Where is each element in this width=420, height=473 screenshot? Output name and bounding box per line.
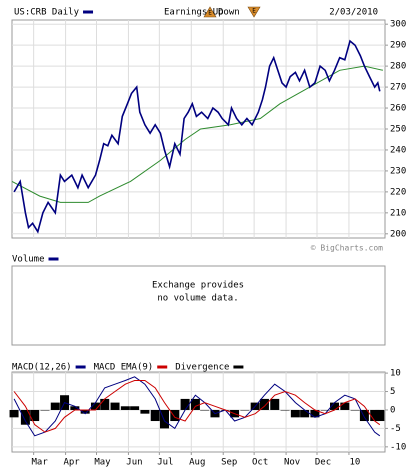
x-tick-label: May xyxy=(94,458,111,468)
divergence-bar xyxy=(110,402,120,410)
divergence-bar xyxy=(350,409,360,411)
divergence-bar xyxy=(259,398,269,410)
series-line xyxy=(13,376,381,437)
divergence-bar xyxy=(280,409,290,411)
divergence-bar xyxy=(9,409,19,418)
legend-label: Volume xyxy=(12,255,45,265)
divergence-bar xyxy=(270,398,280,410)
annotation: Earnings Up xyxy=(164,8,224,18)
credit: © BigCharts.com xyxy=(311,244,383,253)
divergence-bar xyxy=(80,409,90,414)
divergence-bar xyxy=(180,398,190,410)
series-line xyxy=(13,380,381,433)
y-tick-label: 230 xyxy=(390,166,406,176)
y-tick-label: 10 xyxy=(390,369,401,379)
y-tick-label: 300 xyxy=(390,20,406,30)
divergence-bar xyxy=(200,409,210,411)
volume-panel xyxy=(11,265,386,346)
x-tick-label: Oct xyxy=(252,458,268,468)
divergence-bar xyxy=(159,409,169,429)
x-tick-label: Mar xyxy=(32,458,49,468)
svg-text:E: E xyxy=(208,10,212,17)
y-tick-label: 5 xyxy=(390,387,395,397)
y-tick-label: 280 xyxy=(390,62,406,72)
divergence-bar xyxy=(40,409,50,411)
message: Exchange provides xyxy=(152,281,244,291)
divergence-bar xyxy=(375,409,385,422)
x-tick-label: Jul xyxy=(157,458,173,468)
legend-label: Divergence xyxy=(175,363,229,373)
y-tick-label: 210 xyxy=(390,208,406,218)
y-tick-label: 270 xyxy=(390,83,406,93)
message: no volume data. xyxy=(157,294,238,304)
x-tick-label: Sep xyxy=(221,458,237,468)
x-tick-label: Dec xyxy=(315,458,331,468)
divergence-bar xyxy=(290,409,300,418)
divergence-bar xyxy=(140,409,150,414)
earnings-up-icon: E xyxy=(203,6,217,18)
divergence-bar xyxy=(370,409,380,422)
x-tick-label: Nov xyxy=(284,458,300,468)
divergence-bar xyxy=(190,398,200,410)
y-tick-label: -5 xyxy=(390,424,401,434)
divergence-bar xyxy=(330,402,340,410)
divergence-bar xyxy=(240,409,250,411)
x-tick-label: 10 xyxy=(350,458,361,468)
x-tick-label: Apr xyxy=(63,458,80,468)
divergence-bar xyxy=(130,406,140,410)
y-tick-label: 290 xyxy=(390,41,406,51)
date-label: 2/03/2010 xyxy=(329,8,378,18)
y-tick-label: 250 xyxy=(390,125,406,135)
divergence-bar xyxy=(359,409,369,422)
y-tick-label: 200 xyxy=(390,229,406,239)
divergence-bar xyxy=(320,409,330,411)
divergence-bar xyxy=(90,402,100,410)
legend-label: MACD(12,26) xyxy=(12,363,72,373)
y-tick-label: -10 xyxy=(390,442,406,452)
divergence-bar xyxy=(150,409,160,422)
x-tick-label: Aug xyxy=(189,458,205,468)
x-tick-label: Jun xyxy=(126,458,142,468)
series-line xyxy=(13,39,381,234)
annotation: Down xyxy=(218,8,240,18)
legend-label: US:CRB Daily xyxy=(14,8,80,18)
divergence-bar xyxy=(20,409,30,425)
svg-text:E: E xyxy=(252,8,256,15)
y-tick-label: 0 xyxy=(390,405,395,415)
series-line xyxy=(11,65,384,203)
legend-label: MACD EMA(9) xyxy=(94,363,154,373)
y-tick-label: 260 xyxy=(390,104,406,114)
y-tick-label: 240 xyxy=(390,145,406,155)
divergence-bar xyxy=(170,409,180,422)
divergence-bar xyxy=(30,409,40,422)
divergence-bar xyxy=(310,409,320,418)
earnings-down-icon: E xyxy=(247,6,261,18)
divergence-bar xyxy=(100,398,110,410)
divergence-bar xyxy=(120,406,130,410)
divergence-bar xyxy=(50,402,60,410)
divergence-bar xyxy=(340,402,350,410)
y-tick-label: 220 xyxy=(390,187,406,197)
divergence-bar xyxy=(300,409,310,418)
divergence-bar xyxy=(70,406,80,410)
